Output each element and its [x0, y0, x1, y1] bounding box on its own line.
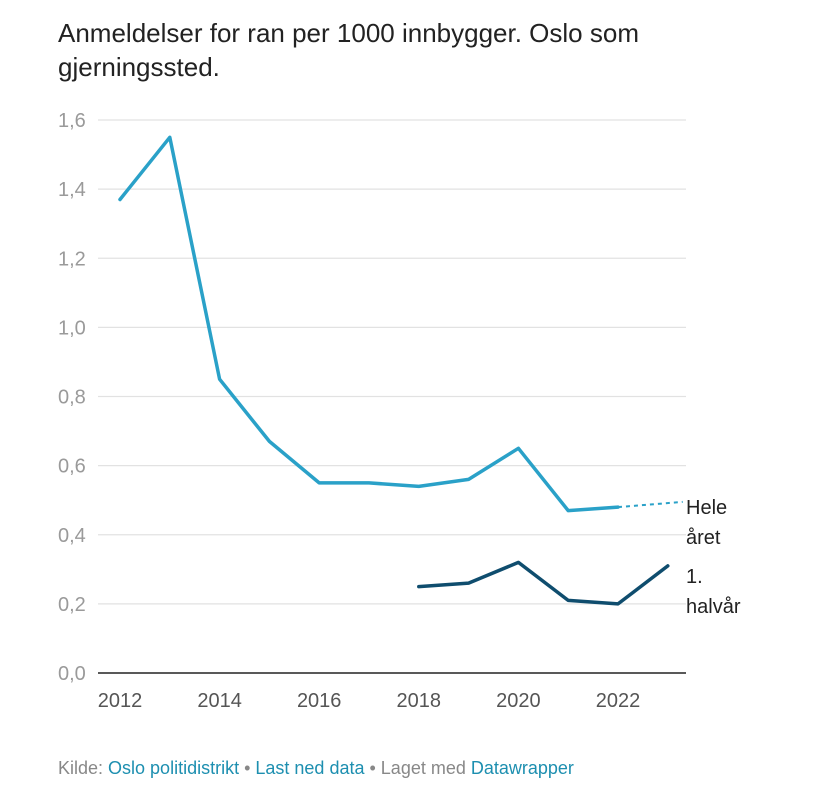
y-tick-label: 1,0 [58, 317, 86, 339]
chart-footer: Kilde: Oslo politidistrikt • Last ned da… [58, 758, 574, 779]
y-tick-label: 0,8 [58, 387, 86, 409]
y-tick-label: 0,4 [58, 525, 86, 547]
y-tick-label: 1,4 [58, 179, 86, 201]
series-label-1: halvår [686, 596, 741, 618]
x-tick-label: 2020 [496, 690, 541, 712]
download-data-link[interactable]: Last ned data [255, 758, 365, 778]
y-tick-label: 1,6 [58, 110, 86, 132]
series-label-0: året [686, 527, 721, 549]
y-axis-ticks: 0,0 0,2 0,4 0,6 0,8 1,0 1,2 1,4 1,6 [58, 110, 86, 685]
made-with-prefix: Laget med [380, 758, 471, 778]
source-link[interactable]: Oslo politidistrikt [108, 758, 240, 778]
series-labels: Hele året 1. halvår [686, 497, 741, 618]
x-tick-label: 2014 [197, 690, 242, 712]
grid-lines [98, 119, 686, 674]
footer-separator: • [239, 758, 256, 778]
footer-separator: • [364, 758, 381, 778]
series-lines [118, 135, 683, 606]
y-tick-label: 0,0 [58, 663, 86, 685]
y-tick-label: 0,2 [58, 594, 86, 616]
series-label-1: 1. [686, 566, 703, 588]
series-line-1 [417, 560, 670, 606]
series-projection-0 [617, 500, 683, 509]
y-tick-label: 0,6 [58, 456, 86, 478]
datawrapper-link[interactable]: Datawrapper [470, 758, 574, 778]
x-tick-label: 2016 [297, 690, 342, 712]
line-chart: 0,0 0,2 0,4 0,6 0,8 1,0 1,2 1,4 1,6 2012 2014 2016… [58, 110, 741, 712]
series-line-0 [118, 135, 620, 513]
x-axis-ticks: 2012 2014 2016 2018 2020 2022 [98, 690, 641, 712]
x-tick-label: 2022 [596, 690, 641, 712]
x-tick-label: 2012 [98, 690, 143, 712]
source-prefix: Kilde: [58, 758, 109, 778]
x-tick-label: 2018 [397, 690, 442, 712]
series-label-0: Hele [686, 497, 727, 519]
chart-title: Anmeldelser for ran per 1000 innbygger. … [58, 18, 639, 82]
y-tick-label: 1,2 [58, 248, 86, 270]
